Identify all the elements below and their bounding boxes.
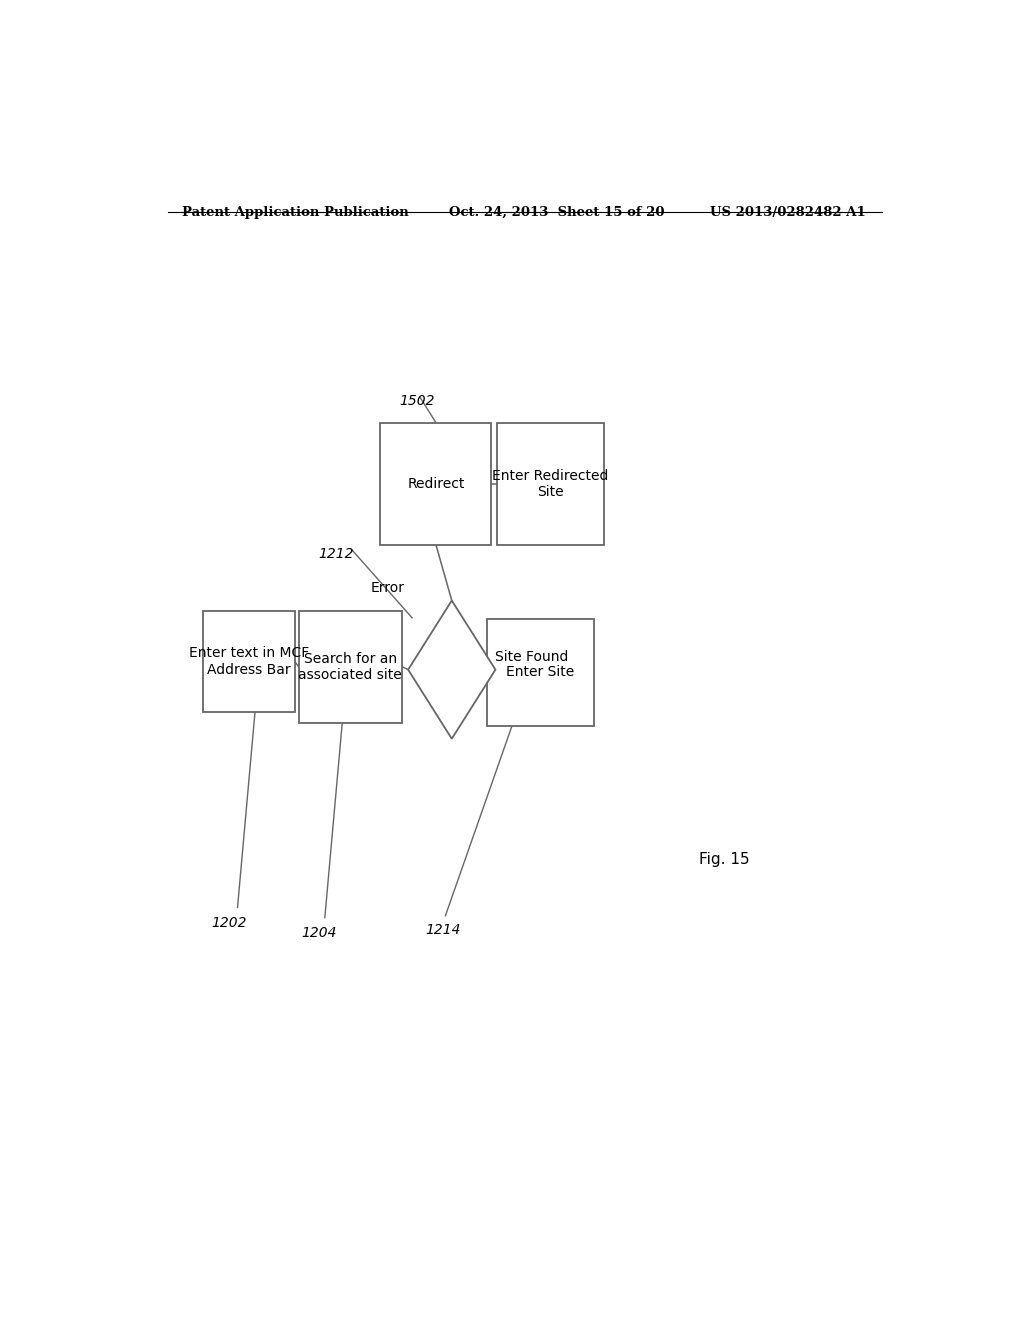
Text: Patent Application Publication: Patent Application Publication — [182, 206, 409, 219]
Text: 1202: 1202 — [211, 916, 247, 929]
Polygon shape — [409, 601, 496, 739]
Text: Enter Site: Enter Site — [506, 665, 574, 680]
Text: 1502: 1502 — [399, 395, 435, 408]
Text: Enter text in MCF
Address Bar: Enter text in MCF Address Bar — [188, 647, 309, 677]
Text: Redirect: Redirect — [408, 477, 465, 491]
Text: Site Found: Site Found — [496, 649, 568, 664]
Text: 1204: 1204 — [301, 925, 337, 940]
Text: Error: Error — [370, 581, 404, 595]
Text: Fig. 15: Fig. 15 — [699, 853, 750, 867]
Text: 1214: 1214 — [426, 923, 461, 937]
Text: Oct. 24, 2013  Sheet 15 of 20: Oct. 24, 2013 Sheet 15 of 20 — [450, 206, 665, 219]
Bar — [204, 611, 295, 713]
Text: US 2013/0282482 A1: US 2013/0282482 A1 — [711, 206, 866, 219]
Text: Search for an
associated site: Search for an associated site — [298, 652, 402, 681]
Text: Enter Redirected
Site: Enter Redirected Site — [493, 469, 609, 499]
Bar — [497, 422, 604, 545]
Bar — [380, 422, 492, 545]
Text: 1212: 1212 — [318, 546, 354, 561]
Bar — [486, 619, 594, 726]
Bar — [299, 611, 401, 722]
